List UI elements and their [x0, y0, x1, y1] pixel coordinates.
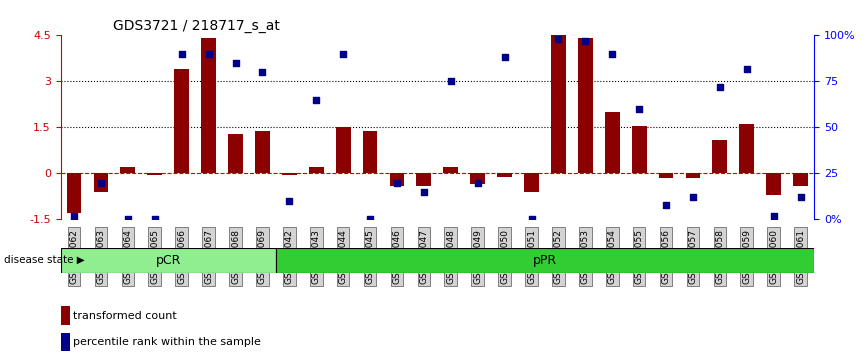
Point — [686, 195, 700, 200]
Point — [229, 60, 242, 66]
Bar — [659, 173, 674, 178]
Point — [578, 38, 592, 44]
Point — [766, 213, 780, 219]
Point — [552, 36, 565, 42]
Point — [336, 51, 350, 57]
Point — [390, 180, 404, 185]
Bar — [497, 173, 512, 177]
Text: GDS3721 / 218717_s_at: GDS3721 / 218717_s_at — [113, 19, 281, 33]
Text: transformed count: transformed count — [73, 311, 177, 321]
Point — [121, 217, 135, 222]
Bar — [470, 173, 485, 184]
Bar — [120, 167, 135, 173]
Bar — [686, 173, 701, 178]
Point — [309, 97, 323, 103]
Point — [148, 217, 162, 222]
Point — [68, 213, 81, 219]
Point — [282, 198, 296, 204]
Bar — [740, 124, 754, 173]
Bar — [61, 306, 69, 325]
Bar — [94, 173, 108, 192]
Point — [740, 66, 753, 72]
Bar — [336, 127, 351, 173]
Point — [202, 51, 216, 57]
Bar — [67, 173, 81, 213]
Bar — [390, 173, 404, 186]
Bar — [255, 131, 270, 173]
FancyBboxPatch shape — [61, 248, 276, 273]
Point — [444, 79, 458, 84]
Bar — [766, 173, 781, 195]
Point — [94, 180, 108, 185]
Bar — [363, 131, 378, 173]
Bar — [309, 167, 324, 173]
Bar — [604, 112, 620, 173]
Point — [471, 180, 485, 185]
Point — [175, 51, 189, 57]
Bar — [578, 39, 592, 173]
Point — [632, 106, 646, 112]
Point — [498, 55, 512, 60]
Point — [417, 189, 430, 195]
Point — [713, 84, 727, 90]
Bar — [524, 173, 539, 192]
Bar — [174, 69, 189, 173]
Bar — [61, 333, 69, 351]
Point — [255, 69, 269, 75]
Point — [363, 217, 377, 222]
FancyBboxPatch shape — [276, 248, 814, 273]
Bar — [282, 173, 297, 175]
Point — [659, 202, 673, 207]
Bar — [793, 173, 808, 186]
Bar — [228, 133, 243, 173]
Bar — [631, 126, 647, 173]
Bar — [551, 35, 565, 173]
Point — [525, 217, 539, 222]
Text: percentile rank within the sample: percentile rank within the sample — [73, 337, 261, 347]
Bar — [417, 173, 431, 186]
Bar — [713, 140, 727, 173]
Text: disease state ▶: disease state ▶ — [4, 255, 85, 265]
Point — [605, 51, 619, 57]
Bar — [201, 39, 216, 173]
Bar — [443, 167, 458, 173]
Text: pPR: pPR — [533, 254, 557, 267]
Bar — [147, 173, 162, 175]
Text: pCR: pCR — [156, 254, 181, 267]
Point — [793, 195, 807, 200]
